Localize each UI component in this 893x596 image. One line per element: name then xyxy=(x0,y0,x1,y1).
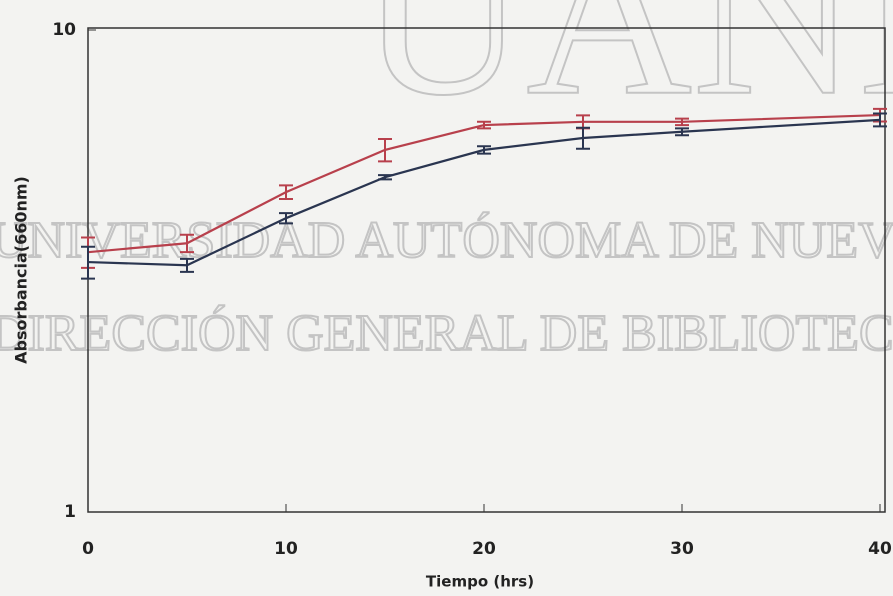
series-line xyxy=(87,113,881,254)
x-axis-title: Tiempo (hrs) xyxy=(426,573,534,591)
y-axis-title: Absorbancia(660nm) xyxy=(12,176,31,364)
error-bar xyxy=(81,245,95,280)
y-tick-label: 10 xyxy=(52,20,76,40)
error-bar xyxy=(279,212,293,225)
watermark: UANL xyxy=(360,0,893,143)
x-tick-label: 30 xyxy=(670,539,694,559)
error-bar xyxy=(873,112,887,128)
error-bar xyxy=(279,184,293,201)
error-bar xyxy=(180,257,194,273)
series-line xyxy=(87,118,881,267)
watermark: UNIVERSIDAD AUTÓNOMA DE NUEVO xyxy=(0,211,893,269)
error-bar xyxy=(180,233,194,254)
error-bar xyxy=(576,126,590,150)
x-tick-label: 10 xyxy=(274,539,298,559)
error-bar xyxy=(378,174,392,181)
error-bar xyxy=(477,145,491,155)
x-tick-label: 20 xyxy=(472,539,496,559)
x-tick-label: 0 xyxy=(82,539,94,559)
x-tick-label: 40 xyxy=(868,539,892,559)
y-tick-label: 1 xyxy=(64,502,76,522)
error-bar xyxy=(378,138,392,163)
error-bar xyxy=(675,127,689,137)
watermark: DIRECCIÓN GENERAL DE BIBLIOTECA xyxy=(0,304,893,362)
error-bar xyxy=(675,117,689,127)
error-bar xyxy=(477,120,491,130)
